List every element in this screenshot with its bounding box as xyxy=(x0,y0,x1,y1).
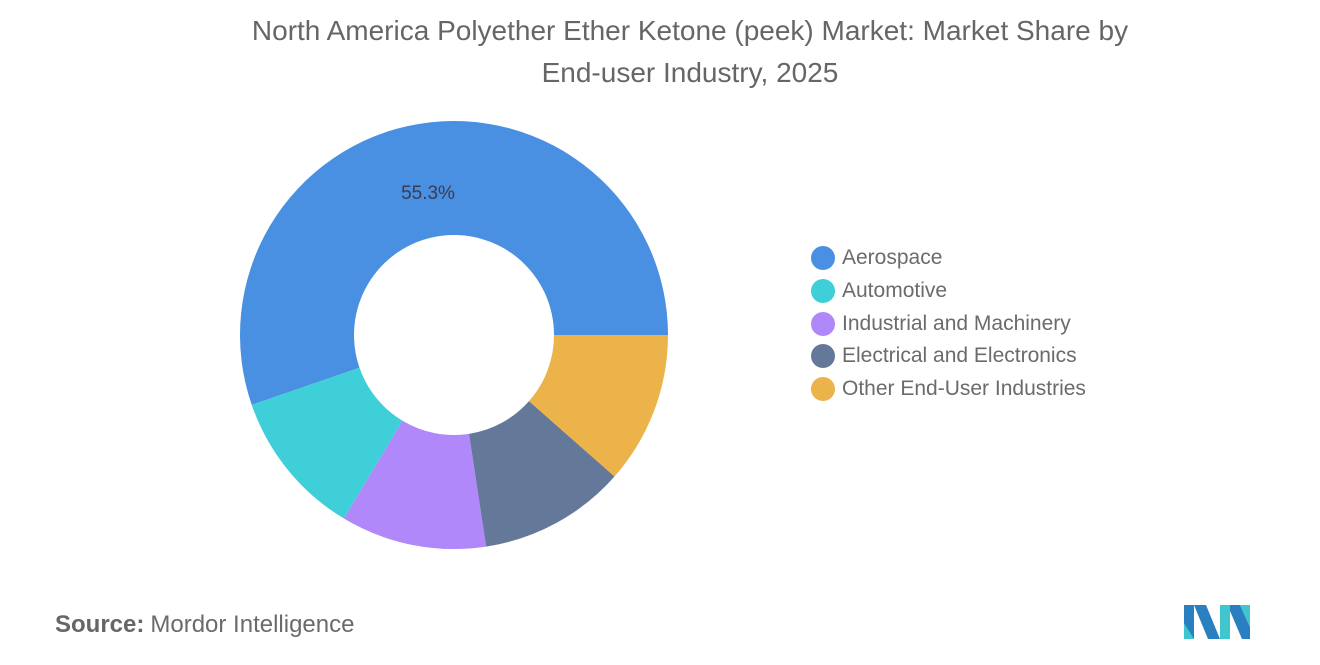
legend-label: Aerospace xyxy=(842,246,943,270)
slice-other-end-user[interactable] xyxy=(529,335,668,477)
legend-label: Industrial and Machinery xyxy=(842,311,1071,335)
legend-dot-icon xyxy=(811,279,835,304)
mordor-intelligence-logo-icon xyxy=(1184,605,1250,639)
slice-industrial-machinery[interactable] xyxy=(343,420,487,549)
slice-electrical-electronics[interactable] xyxy=(469,401,615,547)
legend: Aerospace Automotive Industrial and Mach… xyxy=(811,242,1086,405)
legend-item-electrical-electronics[interactable]: Electrical and Electronics xyxy=(811,340,1086,373)
data-label-aerospace: 55.3% xyxy=(401,183,455,204)
legend-item-industrial-machinery[interactable]: Industrial and Machinery xyxy=(811,307,1086,340)
legend-item-automotive[interactable]: Automotive xyxy=(811,275,1086,308)
legend-dot-icon xyxy=(811,246,835,271)
legend-dot-icon xyxy=(811,311,835,336)
legend-item-aerospace[interactable]: Aerospace xyxy=(811,242,1086,275)
chart-title: North America Polyether Ether Ketone (pe… xyxy=(0,10,1320,94)
legend-label: Automotive xyxy=(842,279,948,303)
source-note: Source: Mordor Intelligence xyxy=(55,611,354,639)
legend-dot-icon xyxy=(811,344,835,369)
slice-aerospace[interactable] xyxy=(239,120,668,405)
legend-item-other-end-user[interactable]: Other End-User Industries xyxy=(811,373,1086,406)
donut-slices xyxy=(239,120,668,549)
legend-dot-icon xyxy=(811,377,835,402)
legend-label: Electrical and Electronics xyxy=(842,344,1077,368)
source-value: Mordor Intelligence xyxy=(150,611,355,638)
legend-label: Other End-User Industries xyxy=(842,377,1086,401)
source-label: Source: xyxy=(55,611,145,638)
title-line-1: North America Polyether Ether Ketone (pe… xyxy=(251,15,1129,46)
slice-automotive[interactable] xyxy=(251,367,403,519)
title-line-2: End-user Industry, 2025 xyxy=(541,57,839,88)
